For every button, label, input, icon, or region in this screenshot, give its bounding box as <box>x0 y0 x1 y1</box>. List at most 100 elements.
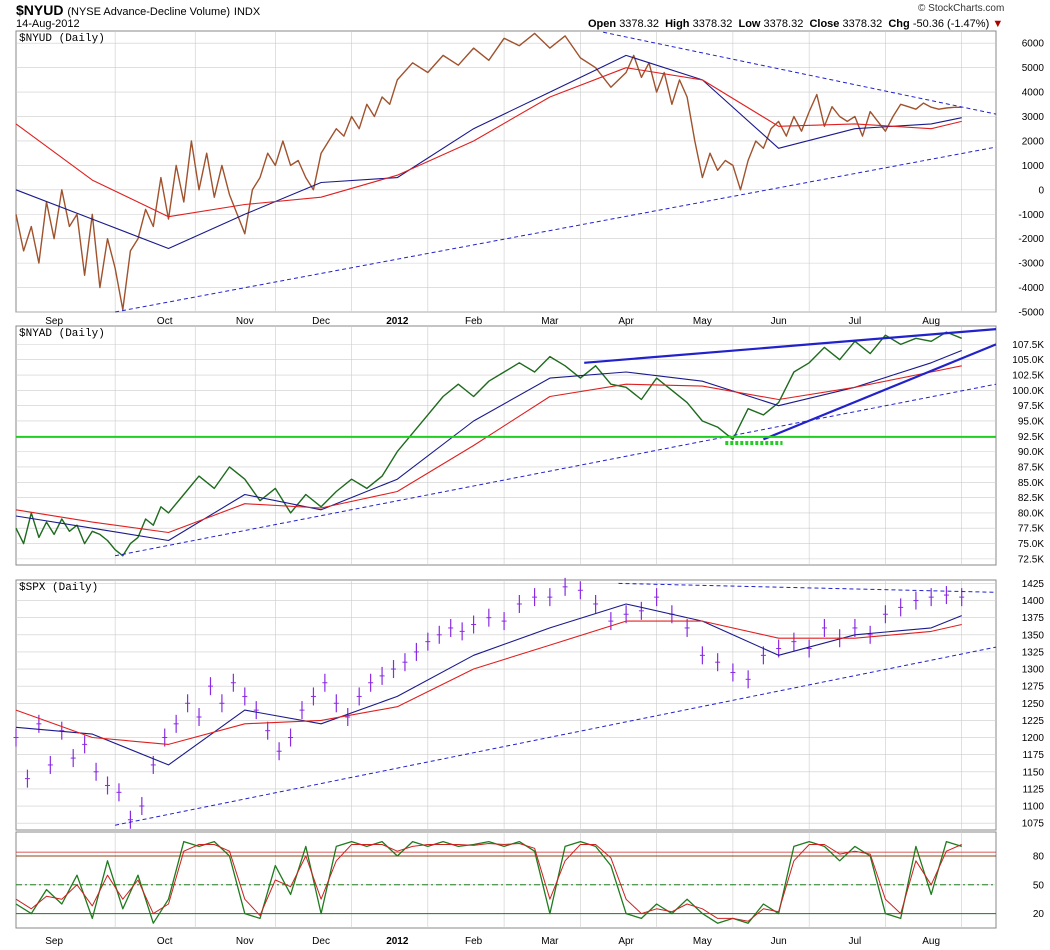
high-value: 3378.32 <box>692 18 733 30</box>
y-tick-label: 75.0K <box>1018 539 1044 550</box>
x-tick-label: Feb <box>465 316 483 327</box>
ma-fast-line <box>15 603 962 766</box>
trend-line <box>115 646 997 826</box>
y-tick-label: 2000 <box>1022 136 1045 147</box>
y-tick-label: 1425 <box>1022 579 1045 590</box>
x-tick-label: Apr <box>618 316 634 327</box>
y-tick-label: 1225 <box>1022 716 1045 727</box>
trend-line <box>762 343 997 441</box>
y-tick-label: 107.5K <box>1012 340 1044 351</box>
price-line <box>15 331 962 557</box>
y-tick-label: 92.5K <box>1018 432 1044 443</box>
y-tick-label: 85.0K <box>1018 478 1044 489</box>
x-tick-label: 2012 <box>386 936 409 947</box>
stochastic-k-line <box>15 840 962 924</box>
x-tick-label: May <box>693 936 712 947</box>
chart-title: $NYUD (NYSE Advance-Decline Volume) INDX <box>16 2 260 18</box>
y-tick-label: 1350 <box>1022 630 1045 641</box>
y-tick-label: 90.0K <box>1018 447 1044 458</box>
chg-value: -50.36 (-1.47%) <box>912 18 990 30</box>
y-tick-label: 1300 <box>1022 665 1045 676</box>
x-tick-label: Aug <box>922 316 940 327</box>
trend-line <box>584 328 997 364</box>
y-tick-label: 1100 <box>1022 802 1044 813</box>
x-tick-label: Mar <box>541 936 559 947</box>
y-tick-label: 80.0K <box>1018 508 1044 519</box>
stochastic-d-line <box>15 843 962 922</box>
exchange: INDX <box>233 6 261 18</box>
panel-frame-3 <box>15 831 997 929</box>
y-tick-label: 6000 <box>1022 39 1045 50</box>
y-tick-label: -3000 <box>1018 259 1044 270</box>
open-value: 3378.32 <box>619 18 659 30</box>
chart-date: 14-Aug-2012 <box>16 18 80 30</box>
x-tick-label: Nov <box>236 316 254 327</box>
close-value: 3378.32 <box>842 18 883 30</box>
panel-frame-1 <box>15 325 997 566</box>
low-value: 3378.32 <box>763 18 804 30</box>
trend-line <box>115 146 997 313</box>
x-tick-label: Sep <box>45 316 63 327</box>
panel-label: $NYUD (Daily) <box>19 33 105 45</box>
y-tick-label: 20 <box>1033 909 1045 920</box>
y-tick-label: 1150 <box>1022 767 1044 778</box>
trend-line <box>603 31 997 115</box>
x-tick-label: Apr <box>618 936 634 947</box>
y-tick-label: 3000 <box>1022 112 1045 123</box>
x-tick-label: Dec <box>312 936 330 947</box>
panel-frame-2 <box>15 579 997 831</box>
symbol: $NYUD <box>16 2 64 18</box>
low-label: Low <box>738 18 761 30</box>
y-tick-label: 102.5K <box>1012 371 1044 382</box>
y-tick-label: 1175 <box>1022 750 1044 761</box>
y-tick-label: -2000 <box>1018 234 1044 245</box>
ma-fast-line <box>15 349 962 542</box>
panel-label: $SPX (Daily) <box>19 582 98 594</box>
x-tick-label: Jul <box>849 316 862 327</box>
y-tick-label: -5000 <box>1018 308 1044 319</box>
y-tick-label: 0 <box>1038 185 1044 196</box>
y-tick-label: 80 <box>1033 852 1045 863</box>
x-tick-label: 2012 <box>386 316 409 327</box>
y-tick-label: 1375 <box>1022 613 1045 624</box>
x-tick-label: Jul <box>849 936 862 947</box>
x-tick-label: Nov <box>236 936 254 947</box>
ohlc-readout: Open 3378.32 High 3378.32 Low 3378.32 Cl… <box>588 18 1003 30</box>
y-tick-label: 95.0K <box>1018 416 1044 427</box>
brand-logo: © StockCharts.com <box>918 3 1005 14</box>
x-tick-label: May <box>693 316 712 327</box>
price-line <box>15 32 962 311</box>
y-tick-label: 1250 <box>1022 699 1045 710</box>
y-tick-label: 1200 <box>1022 733 1045 744</box>
y-tick-label: 1125 <box>1022 784 1044 795</box>
y-tick-label: 50 <box>1033 880 1045 891</box>
y-tick-label: -4000 <box>1018 283 1044 294</box>
open-label: Open <box>588 18 617 30</box>
y-tick-label: 87.5K <box>1018 462 1044 473</box>
x-tick-label: Dec <box>312 316 330 327</box>
y-tick-label: 82.5K <box>1018 493 1044 504</box>
y-tick-label: 5000 <box>1022 63 1045 74</box>
y-tick-label: 72.5K <box>1018 554 1044 565</box>
ma-slow-line <box>15 365 962 534</box>
y-tick-label: 97.5K <box>1018 401 1044 412</box>
y-tick-label: 77.5K <box>1018 524 1044 535</box>
down-arrow-icon: ▼ <box>992 18 1004 30</box>
x-tick-label: Aug <box>922 936 940 947</box>
high-label: High <box>665 18 690 30</box>
ma-slow-line <box>15 620 962 745</box>
x-tick-label: Jun <box>771 936 787 947</box>
chg-label: Chg <box>888 18 910 30</box>
y-tick-label: -1000 <box>1018 210 1044 221</box>
y-tick-label: 1000 <box>1022 161 1045 172</box>
ma-slow-line <box>15 67 962 218</box>
x-tick-label: Jun <box>771 316 787 327</box>
y-tick-label: 1075 <box>1022 819 1045 830</box>
y-tick-label: 100.0K <box>1012 386 1044 397</box>
panel-frame-0 <box>15 30 997 313</box>
x-tick-label: Feb <box>465 936 483 947</box>
y-tick-label: 1400 <box>1022 596 1045 607</box>
x-tick-label: Mar <box>541 316 559 327</box>
ma-fast-line <box>15 54 962 250</box>
